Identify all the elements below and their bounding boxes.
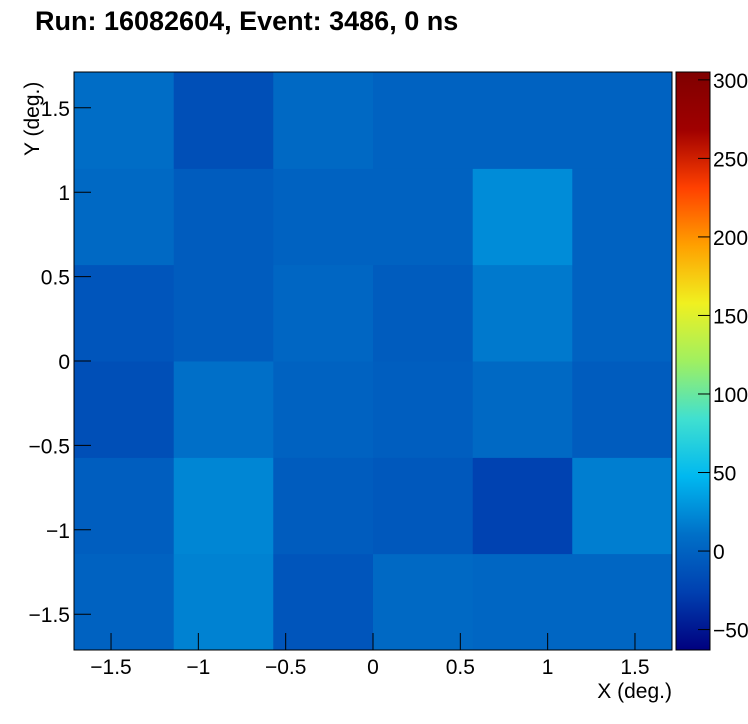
heatmap-cell (273, 553, 374, 651)
z-tick-label: 100 (713, 384, 748, 407)
y-tick-label: 1.5 (41, 98, 70, 121)
heatmap-cell (572, 361, 673, 458)
heatmap-cell (373, 457, 474, 555)
y-tick-label: −1 (46, 520, 70, 543)
heatmap-cell (472, 72, 573, 169)
y-tick-label: 1 (58, 182, 70, 205)
heatmap-cell (373, 264, 474, 362)
y-axis-label: Y (deg.) (21, 82, 44, 156)
heatmap-cell (472, 553, 573, 651)
x-tick-label: −1.5 (90, 656, 131, 679)
z-tick-label: 50 (713, 463, 736, 486)
heatmap-cell (173, 553, 274, 651)
color-bar (675, 71, 711, 651)
heatmap-cell (273, 457, 374, 555)
heatmap-cell (572, 457, 673, 555)
heatmap-cell (273, 361, 374, 458)
heatmap-cell (273, 264, 374, 362)
heatmap-cell (74, 72, 175, 169)
y-tick-label: −0.5 (29, 435, 70, 458)
heatmap-cell (572, 72, 673, 169)
heatmap-cell (173, 361, 274, 458)
heatmap-cell (572, 264, 673, 362)
heatmap-cell (173, 168, 274, 266)
heatmap-cell (472, 361, 573, 458)
z-tick-label: 300 (713, 70, 748, 93)
heatmap-cell (373, 72, 474, 169)
x-tick-label: −1 (186, 656, 210, 679)
heatmap-cell (373, 361, 474, 458)
heatmap-cell (472, 457, 573, 555)
y-tick-label: −1.5 (29, 604, 70, 627)
heatmap-cell (572, 553, 673, 651)
heatmap-cell (74, 361, 175, 458)
heatmap-cell (74, 457, 175, 555)
x-tick-label: 1.5 (620, 656, 649, 679)
heatmap-cell (273, 72, 374, 169)
heatmap-cell (74, 168, 175, 266)
heatmap-cell (273, 168, 374, 266)
heatmap-cell (373, 168, 474, 266)
chart-title: Run: 16082604, Event: 3486, 0 ns (35, 6, 458, 36)
heatmap-cell (74, 553, 175, 651)
heatmap-cell (173, 72, 274, 169)
y-tick-label: 0.5 (41, 267, 70, 290)
x-tick-label: 0 (367, 656, 379, 679)
x-axis-label: X (deg.) (597, 680, 672, 703)
x-tick-label: 0.5 (446, 656, 475, 679)
z-tick-label: 0 (713, 541, 725, 564)
x-tick-label: −0.5 (265, 656, 306, 679)
x-tick-label: 1 (542, 656, 554, 679)
z-tick-label: −50 (713, 620, 748, 643)
z-tick-label: 150 (713, 305, 748, 328)
z-tick-label: 200 (713, 227, 748, 250)
heatmap-cell (173, 264, 274, 362)
heatmap-cell (373, 553, 474, 651)
y-tick-label: 0 (58, 351, 70, 374)
heatmap-cell (572, 168, 673, 266)
heatmap-cell (472, 168, 573, 266)
heatmap-cell (173, 457, 274, 555)
z-tick-label: 250 (713, 148, 748, 171)
heatmap-cell (74, 264, 175, 362)
heatmap-cell (472, 264, 573, 362)
